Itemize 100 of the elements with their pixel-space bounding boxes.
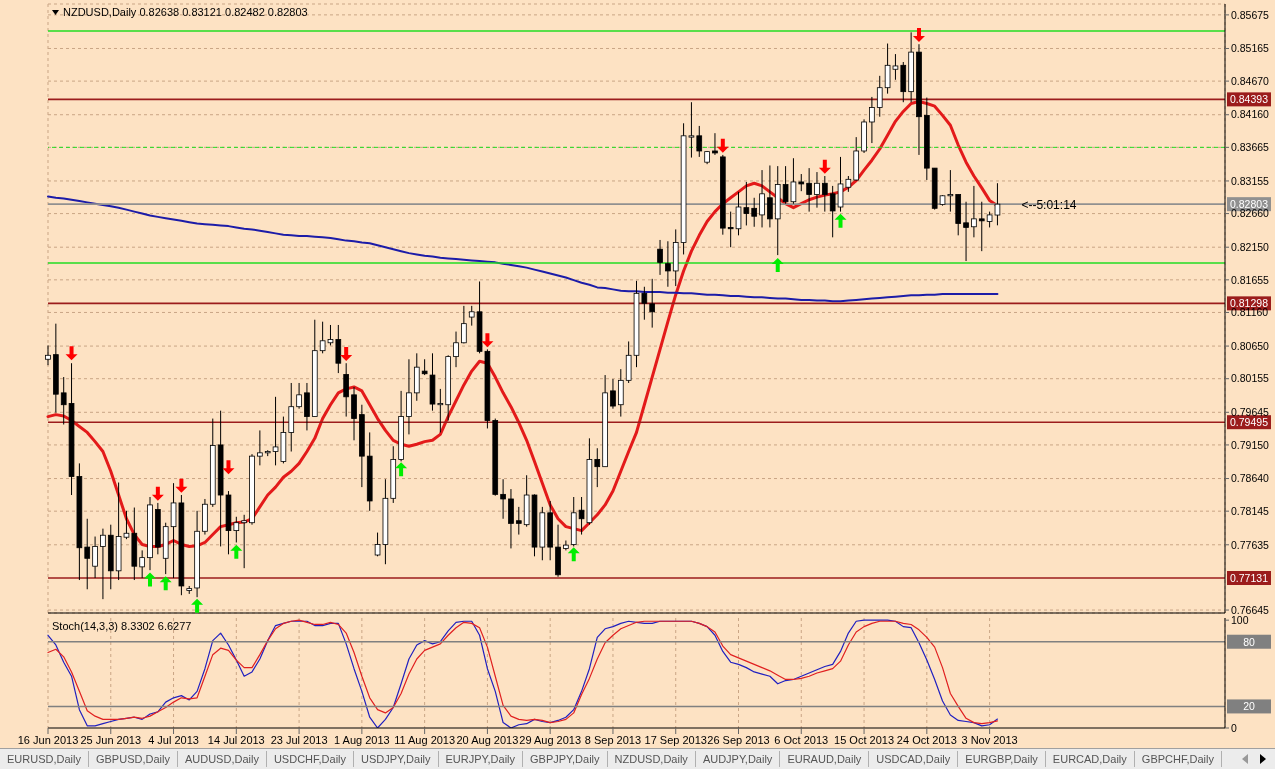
- y-tick-label: 0.82150: [1231, 240, 1270, 253]
- x-tick-label: 15 Oct 2013: [834, 733, 895, 746]
- point: [912, 27, 925, 42]
- candlestick: [351, 386, 357, 441]
- candlestick: [304, 382, 310, 431]
- y-tick-label: 0.84670: [1231, 74, 1270, 87]
- x-tick-label: 4 Jul 2013: [148, 733, 199, 746]
- x-tick-label: 6 Oct 2013: [774, 733, 829, 746]
- point: [818, 159, 831, 174]
- chart-title: Stoch(14,3,3) 8.3302 6.6277: [52, 620, 192, 632]
- candlestick: [814, 171, 820, 209]
- x-tick-label: 16 Jun 2013: [17, 733, 79, 746]
- text: NZDUSD,Daily: [607, 751, 696, 767]
- point: [151, 486, 164, 501]
- candlestick: [100, 528, 106, 600]
- text: USDJPY,Daily: [354, 751, 439, 767]
- y-tick-label: 0: [1231, 721, 1237, 734]
- ref-line-label: 0.82803: [1230, 198, 1269, 211]
- x-tick-label: 11 Aug 2013: [394, 733, 456, 746]
- point: [340, 346, 353, 361]
- point: [65, 346, 78, 361]
- line-series: [47, 195, 999, 303]
- point: [230, 544, 243, 559]
- x-tick-label: 8 Sep 2013: [584, 733, 642, 746]
- point: [159, 576, 172, 591]
- y-tick-label: 100: [1231, 613, 1249, 626]
- y-tick-label: 0.84160: [1231, 108, 1270, 121]
- text: EURUSD,Daily: [0, 751, 89, 767]
- candlestick: [822, 175, 828, 213]
- candlestick: [343, 362, 349, 418]
- y-tick-label: 0.76645: [1231, 603, 1270, 616]
- candlestick: [406, 358, 412, 435]
- y-tick-label: 0.79150: [1231, 438, 1270, 451]
- x-tick-label: 26 Sep 2013: [707, 733, 770, 746]
- y-tick-label: 0.78640: [1231, 472, 1270, 485]
- text: EURCAD,Daily: [1045, 751, 1135, 767]
- candlestick: [767, 164, 773, 228]
- candlestick: [453, 331, 459, 368]
- x-tick-label: 25 Jun 2013: [80, 733, 142, 746]
- y-tick-label: 0.80650: [1231, 339, 1270, 352]
- text: EURGBP,Daily: [958, 751, 1046, 767]
- candlestick: [461, 305, 467, 344]
- candlestick: [139, 549, 145, 579]
- point: [567, 547, 580, 562]
- x-tick-label: 17 Sep 2013: [644, 733, 707, 746]
- candlestick: [649, 278, 656, 329]
- ref-line-label: 0.79495: [1230, 416, 1269, 429]
- candlestick: [971, 185, 977, 238]
- candlestick: [84, 518, 91, 590]
- x-tick-label: 1 Aug 2013: [334, 733, 390, 746]
- x-tick-label: 14 Jul 2013: [207, 733, 265, 746]
- y-tick-label: 0.79645: [1231, 406, 1270, 419]
- candlestick: [759, 169, 765, 228]
- point: [144, 572, 157, 587]
- candlestick: [296, 382, 302, 410]
- x-tick-label: 3 Nov 2013: [961, 733, 1018, 746]
- candlestick: [751, 197, 758, 228]
- candlestick: [963, 201, 969, 262]
- point: [191, 598, 204, 613]
- candlestick: [869, 96, 875, 144]
- text: USDCAD,Daily: [869, 751, 959, 767]
- candlestick: [92, 536, 98, 579]
- candlestick: [515, 506, 522, 536]
- y-tick-label: 0.85675: [1231, 8, 1270, 21]
- candlestick: [500, 478, 506, 520]
- ref-line-label: 20: [1243, 700, 1255, 713]
- y-tick-label: 0.78145: [1231, 504, 1270, 517]
- candlestick: [806, 167, 812, 213]
- ref-line-label: 80: [1243, 635, 1255, 648]
- text: AUDJPY,Daily: [695, 751, 781, 767]
- text: GBPCHF,Daily: [1134, 751, 1222, 767]
- ref-line-label: 0.81298: [1230, 297, 1269, 310]
- candlestick: [978, 201, 985, 252]
- candlestick: [241, 514, 247, 569]
- ref-line-label: 0.84393: [1230, 93, 1269, 106]
- point: [175, 478, 188, 493]
- x-tick-label: 23 Jul 2013: [270, 733, 328, 746]
- y-tick-label: 0.83665: [1231, 141, 1270, 154]
- x-tick-label: 20 Aug 2013: [456, 733, 519, 746]
- ref-line-label: 0.77131: [1230, 572, 1269, 584]
- y-tick-label: 0.85165: [1231, 42, 1270, 55]
- candlestick: [257, 429, 263, 466]
- candlestick: [45, 344, 51, 366]
- y-tick-label: 0.81655: [1231, 273, 1270, 286]
- point: [481, 333, 494, 348]
- point: [395, 462, 408, 477]
- text: USDCHF,Daily: [266, 751, 355, 767]
- y-tick-label: 0.77635: [1231, 538, 1270, 551]
- chart-title: NZDUSD,Daily 0.82638 0.83121 0.82482 0.82803: [63, 6, 308, 18]
- text: GBPJPY,Daily: [523, 751, 608, 767]
- point: [222, 460, 235, 475]
- text: EURAUD,Daily: [780, 751, 870, 767]
- candlestick: [696, 125, 703, 158]
- text: GBPUSD,Daily: [88, 751, 178, 767]
- text: EURJPY,Daily: [438, 751, 524, 767]
- x-tick-label: 29 Aug 2013: [519, 733, 582, 746]
- candlestick: [594, 447, 601, 488]
- point: [771, 258, 784, 272]
- candlestick: [665, 240, 671, 288]
- candlestick: [657, 239, 663, 276]
